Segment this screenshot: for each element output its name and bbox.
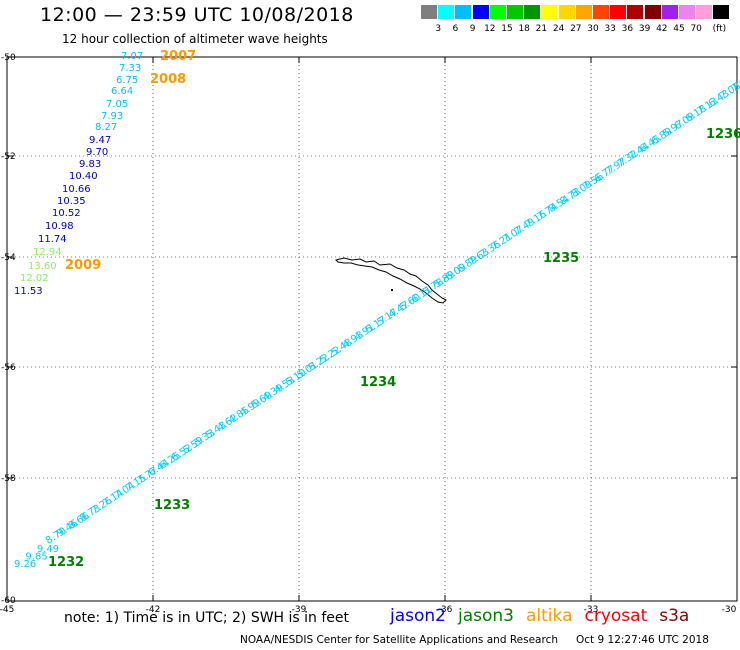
wave-height-label: 9.85	[25, 551, 47, 562]
satellite-legend: jason2 jason3 altika cryosat s3a	[390, 606, 701, 626]
wave-height-label: 9.26	[14, 559, 36, 570]
scale-label: 18	[518, 24, 530, 34]
wave-height-label: 9.49	[37, 544, 59, 555]
wave-height-label: 10.35	[57, 196, 86, 207]
latitude-label: -54	[1, 253, 16, 263]
satellite-s3a: s3a	[659, 606, 690, 626]
wave-height-labels: 9.269.859.498.709.468.668.737.267.147.04…	[14, 49, 740, 570]
time-label: 2008	[150, 72, 186, 87]
scale-swatch	[610, 5, 627, 19]
longitude-label: -36	[438, 605, 453, 615]
map-title: 12:00 — 23:59 UTC 10/08/2018	[40, 4, 354, 26]
scale-label: 21	[535, 24, 548, 34]
scale-swatch	[524, 5, 541, 19]
scale-label: 12	[484, 24, 496, 34]
latitude-label: -60	[1, 596, 16, 606]
scale-swatch	[507, 5, 523, 19]
wave-height-label: 11.53	[14, 286, 43, 297]
time-label: 2009	[65, 258, 101, 273]
time-label: 1236	[706, 127, 740, 142]
scale-label: 39	[638, 24, 651, 34]
map-grid: -45 -42 -39 -36 -33 -30 -50 -52 -54 -56 -58 -60	[0, 53, 738, 615]
latitude-label: -56	[1, 363, 16, 373]
wave-height-label: 9.83	[79, 159, 101, 170]
time-label: 1235	[543, 251, 579, 266]
wave-height-label: 7.05	[106, 99, 128, 110]
wave-height-label: 10.66	[62, 184, 91, 195]
latitude-label: -52	[1, 152, 16, 162]
longitude-label: -39	[292, 605, 307, 615]
scale-swatch	[627, 5, 644, 19]
scale-swatch	[558, 5, 575, 19]
scale-label: 30	[587, 24, 599, 34]
wave-height-label: 8.27	[95, 122, 117, 133]
scale-swatch	[713, 5, 730, 19]
wave-height-label: 12.94	[33, 247, 62, 258]
scale-label: 27	[570, 24, 582, 34]
wave-height-label: 7.07	[121, 51, 143, 62]
footer-credit: NOAA/NESDIS Center for Satellite Applica…	[240, 634, 709, 646]
scale-swatch	[472, 5, 489, 19]
island-outline	[335, 257, 447, 304]
longitude-label: -33	[584, 605, 599, 615]
time-label: 1232	[48, 555, 84, 570]
satellite-jason2: jason2	[390, 606, 446, 626]
scale-swatch	[575, 5, 592, 19]
islet	[391, 289, 393, 291]
credit-timestamp: Oct 9 12:27:46 UTC 2018	[576, 634, 709, 646]
latitude-label: -50	[1, 53, 16, 63]
scale-label: 36	[621, 24, 634, 34]
scale-label: 42	[656, 24, 668, 34]
wave-height-label: 7.0	[730, 77, 740, 95]
longitude-label: -45	[0, 605, 14, 615]
satellite-jason3: jason3	[458, 606, 514, 626]
map-subtitle: 12 hour collection of altimeter wave hei…	[62, 32, 328, 46]
time-label: 1233	[154, 498, 190, 513]
scale-label: 24	[552, 24, 565, 34]
wave-height-label: 12.02	[20, 273, 49, 284]
wave-height-label: 7.93	[101, 111, 123, 122]
wave-height-label: 10.52	[52, 208, 81, 219]
satellite-altika: altika	[526, 606, 573, 626]
scale-swatch	[421, 5, 437, 19]
scale-swatch	[438, 5, 455, 19]
satellite-cryosat: cryosat	[584, 606, 648, 626]
wave-height-label: 11.74	[38, 234, 67, 245]
scale-label: 70	[690, 24, 702, 34]
wave-height-label: 9.70	[86, 147, 108, 158]
latitude-label: -58	[1, 474, 16, 484]
wave-height-label: 6.64	[111, 86, 133, 97]
credit-text: NOAA/NESDIS Center for Satellite Applica…	[240, 634, 558, 646]
scale-label: 45	[673, 24, 685, 34]
scale-swatch	[455, 5, 472, 19]
longitude-label: -30	[722, 605, 737, 615]
longitude-label: -42	[146, 605, 161, 615]
footer-note: note: 1) Time is in UTC; 2) SWH is in fe…	[64, 610, 350, 626]
wave-height-label: 7.33	[119, 63, 141, 74]
scale-swatch	[696, 5, 713, 19]
island-south-georgia	[335, 257, 447, 304]
scale-swatch	[541, 5, 558, 19]
scale-label: 15	[501, 24, 513, 34]
wave-height-label: 13.60	[28, 261, 57, 272]
time-label: 2007	[160, 49, 196, 64]
scale-label: (ft)	[712, 24, 727, 34]
wave-height-label: 6.75	[116, 75, 138, 86]
scale-label: 3	[435, 24, 442, 34]
scale-swatch	[489, 5, 506, 19]
scale-swatch	[661, 5, 678, 19]
time-label: 1234	[360, 375, 396, 390]
scale-swatch	[593, 5, 609, 19]
scale-swatch	[644, 5, 661, 19]
wave-height-label: 10.98	[45, 221, 74, 232]
scale-label: 9	[469, 24, 476, 34]
map-frame	[6, 56, 738, 602]
scale-swatch	[679, 5, 695, 19]
wave-height-label: 10.40	[69, 171, 98, 182]
scale-label: 33	[604, 24, 616, 34]
wave-height-label: 9.47	[89, 135, 111, 146]
scale-label: 6	[452, 24, 459, 34]
